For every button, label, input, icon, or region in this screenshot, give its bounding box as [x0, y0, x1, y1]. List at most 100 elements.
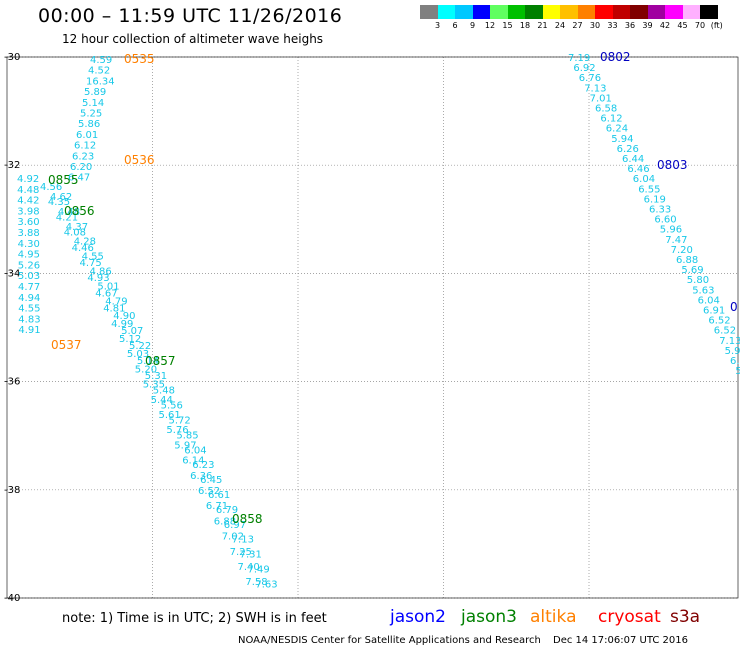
- pass-time-label: 0803: [657, 158, 688, 172]
- swh-value: 5.63: [692, 285, 714, 296]
- lon-tick-label: -180: [0, 604, 18, 605]
- legend-swatch: [577, 5, 595, 19]
- swh-value: 6.12: [600, 114, 622, 125]
- satellite-name-s3a: s3a: [670, 607, 701, 627]
- swh-value: 5.25: [80, 109, 102, 120]
- legend-swatch: [612, 5, 630, 19]
- swh-value: 6.12: [74, 141, 96, 152]
- legend-swatch: [420, 5, 438, 19]
- swh-value: 5.48: [153, 386, 175, 397]
- swh-value: 4.93: [87, 273, 109, 284]
- swh-value: 4.90: [113, 311, 135, 322]
- legend-swatch: [507, 5, 525, 19]
- credit-text: NOAA/NESDIS Center for Satellite Applica…: [238, 635, 541, 646]
- swh-value: 5.07: [121, 326, 143, 337]
- swh-value: 6.97: [224, 520, 246, 531]
- footer-note: note: 1) Time is in UTC; 2) SWH is in fe…: [62, 611, 327, 626]
- legend-label: 9: [469, 21, 476, 30]
- swh-value: 6.92: [573, 63, 595, 74]
- swh-value: 4.56: [40, 182, 62, 193]
- lat-tick-label: -38: [4, 485, 20, 496]
- swh-value: 5.14: [82, 98, 104, 109]
- legend-swatch: [665, 5, 683, 19]
- swh-value: 5.96: [660, 225, 682, 236]
- swh-value: 6.36: [190, 471, 212, 482]
- generation-timestamp: Dec 14 17:06:07 UTC 2016: [553, 635, 688, 646]
- legend-swatch: [455, 5, 473, 19]
- lon-tick-label: -171: [432, 604, 455, 605]
- legend-label: 18: [519, 21, 531, 30]
- swh-value: 4.42: [17, 196, 39, 207]
- swh-value: 3.60: [17, 217, 39, 228]
- swh-value: 5.61: [159, 410, 181, 421]
- swh-value: 4.08: [64, 228, 86, 239]
- legend-unit: (ft): [710, 21, 723, 30]
- swh-value: 5.97: [174, 440, 196, 451]
- pass-time-label: 0856: [64, 204, 95, 218]
- lon-tick-label: -168: [578, 604, 601, 605]
- swh-value: 5.26: [18, 260, 40, 271]
- map-frame: [6, 56, 739, 599]
- swh-value: 6.88: [214, 516, 236, 527]
- swh-value: 4.75: [80, 258, 102, 269]
- legend-label: 30: [589, 21, 601, 30]
- swh-value: 6.52: [198, 486, 220, 497]
- swh-value: 4.67: [95, 288, 117, 299]
- legend-label: 21: [537, 21, 548, 30]
- swh-value: 6.76: [579, 73, 601, 84]
- swh-value: 4.92: [17, 174, 39, 185]
- swh-value: 3.88: [18, 228, 40, 239]
- swh-value: 4.99: [111, 319, 133, 330]
- legend-label: 70: [694, 21, 706, 30]
- legend-swatch: [647, 5, 665, 19]
- map-grid: [6, 56, 739, 599]
- pass-time-label: 0537: [51, 338, 82, 352]
- swh-value: 4.21: [56, 212, 78, 223]
- legend-label: 42: [659, 21, 671, 30]
- swh-value: 7.19: [568, 53, 590, 64]
- legend-swatch: [682, 5, 700, 19]
- legend-swatch: [472, 5, 490, 19]
- swh-value: 6.55: [638, 184, 660, 195]
- swh-value: 6.52: [714, 326, 736, 337]
- legend-swatch: [525, 5, 543, 19]
- swh-value: 5.85: [176, 430, 198, 441]
- satellite-tracks: 4.594.5216.345.895.145.255.866.016.126.2…: [17, 53, 740, 590]
- swh-value: 7.40: [238, 562, 260, 573]
- swh-value: 6.23: [192, 460, 214, 471]
- swh-value: 4.86: [90, 267, 112, 278]
- pass-time-label: 0536: [124, 153, 155, 167]
- pass-time-label: 0857: [145, 354, 176, 368]
- swh-value: 5.35: [143, 380, 165, 391]
- swh-value: 4.48: [17, 185, 39, 196]
- axis-ticks: -180 -177 -174 -171 -168 -165 -30 -32 -34 -36 -38 -…: [0, 52, 736, 605]
- swh-value: 4.48: [58, 207, 80, 218]
- swh-value: 6.24: [606, 124, 628, 135]
- swh-value: 5.99: [725, 346, 740, 357]
- page-subtitle: 12 hour collection of altimeter wave hei…: [62, 32, 324, 46]
- swh-value: 4.62: [50, 192, 72, 203]
- swh-value: 4.30: [18, 239, 40, 250]
- swh-value: 4.91: [18, 325, 40, 336]
- satellite-name-altika: altika: [530, 607, 577, 627]
- swh-value: 5.86: [78, 119, 100, 130]
- swh-value: 5.69: [681, 265, 703, 276]
- swh-value: 6.79: [216, 505, 238, 516]
- swh-value: 5.31: [145, 371, 167, 382]
- swh-value: 4.37: [66, 222, 88, 233]
- swh-value: 4.28: [74, 237, 96, 248]
- swh-value: 6.04: [698, 295, 720, 306]
- swh-value: 7.47: [665, 235, 687, 246]
- swh-value: 6.61: [208, 490, 230, 501]
- legend-label: 24: [554, 21, 566, 30]
- legend-label: 6: [452, 21, 458, 30]
- swh-value: 6.88: [676, 255, 698, 266]
- swh-value: 6.91: [703, 306, 725, 317]
- swh-value: 6.52: [708, 316, 730, 327]
- lat-tick-label: -34: [4, 268, 20, 279]
- swh-value: 6.19: [644, 194, 666, 205]
- swh-value: 4.95: [18, 250, 40, 261]
- satellite-name-jason2: jason2: [390, 607, 446, 627]
- swh-value: 7.13: [719, 336, 740, 347]
- swh-value: 5.72: [169, 416, 191, 427]
